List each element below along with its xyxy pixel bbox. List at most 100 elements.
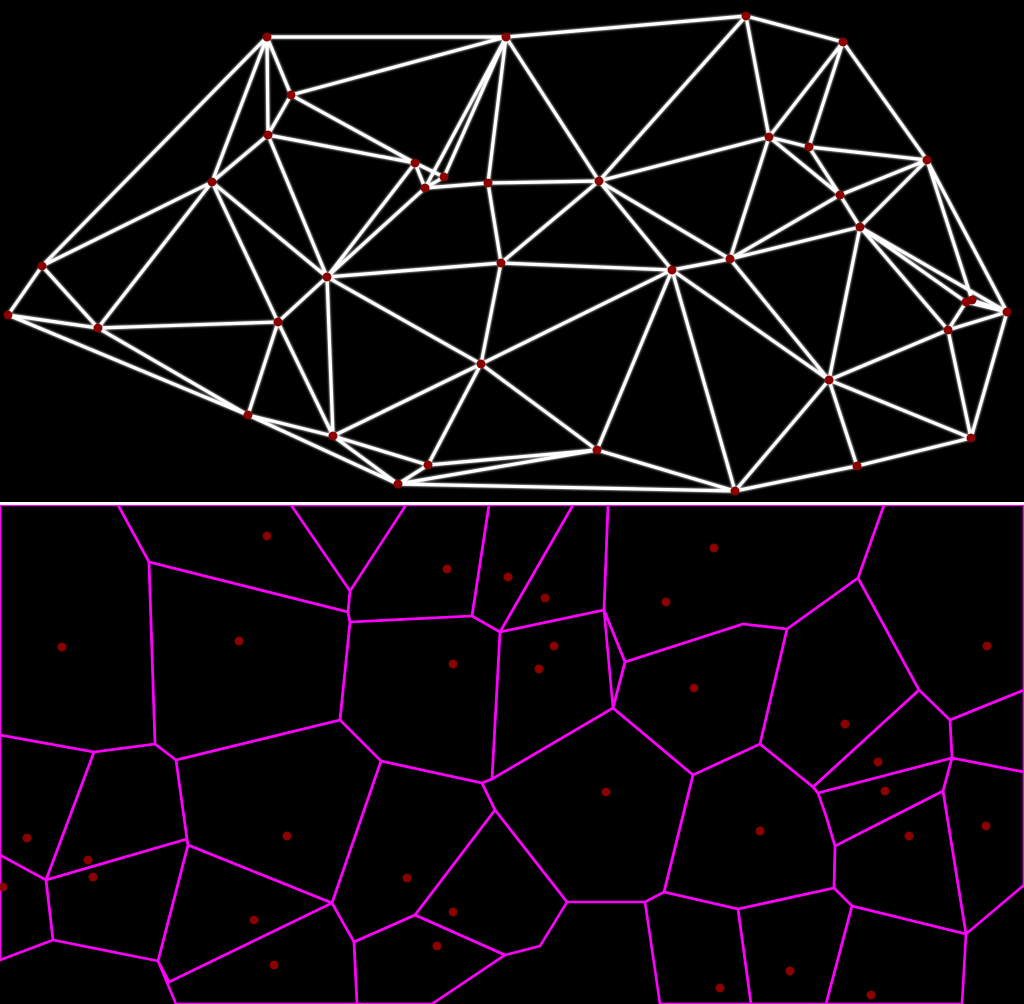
delaunay-edge [486,35,508,185]
voronoi-site [904,831,914,841]
delaunay-edge [40,35,269,268]
voronoi-site [282,831,292,841]
delaunay-edge [504,14,748,39]
delaunay-vertex [37,261,47,271]
voronoi-site [432,941,442,951]
delaunay-edge [595,268,674,452]
delaunay-vertex [328,431,338,441]
delaunay-edge [423,181,490,190]
delaunay-edge [325,261,503,279]
delaunay-triangulation-panel [3,11,1012,496]
voronoi-cell [147,560,352,762]
delaunay-edge [289,35,508,97]
delaunay-edge [266,133,329,279]
delaunay-edge [728,257,831,382]
delaunay-edge [426,448,599,467]
delaunay-edge [858,225,950,332]
delaunay-edge [767,135,811,149]
delaunay-edge [331,362,483,438]
delaunay-edge [728,193,842,261]
voronoi-site [262,531,272,541]
delaunay-edge [426,362,483,467]
voronoi-site [269,960,279,970]
delaunay-edge [210,180,329,279]
delaunay-vertex [835,190,845,200]
delaunay-edge [325,275,335,438]
voronoi-cell [602,608,627,710]
delaunay-edge [423,35,508,190]
delaunay-vertex [273,317,283,327]
delaunay-edge [838,193,862,229]
delaunay-vertex [483,178,493,188]
voronoi-cell [811,688,954,795]
delaunay-edge [479,261,503,366]
voronoi-cell [413,808,569,957]
delaunay-edge [265,35,270,137]
delaunay-edge [246,413,400,486]
delaunay-vertex [852,461,862,471]
delaunay-edge [670,257,732,272]
voronoi-site [715,983,725,993]
voronoi-site [0,882,8,892]
delaunay-edge [396,448,599,486]
delaunay-edge [442,35,508,179]
delaunay-edge [499,261,674,272]
delaunay-point-group [3,11,1012,496]
delaunay-vertex [243,410,253,420]
delaunay-edge [289,93,417,165]
delaunay-edge [325,161,417,279]
delaunay-edge [925,158,974,302]
voronoi-site [448,907,458,917]
delaunay-edge [597,179,674,272]
delaunay-vertex [592,445,602,455]
delaunay-vertex [207,177,217,187]
voronoi-cell [44,837,190,963]
delaunay-vertex [667,265,677,275]
voronoi-site [234,636,244,646]
delaunay-edge [96,326,250,417]
delaunay-vertex [496,258,506,268]
voronoi-cell [736,886,854,1004]
voronoi-cell [470,505,575,634]
voronoi-cell [0,505,157,754]
delaunay-vertex [1002,307,1012,317]
delaunay-vertex [93,323,103,333]
delaunay-edge [946,328,973,440]
delaunay-triangulation [3,11,1012,496]
delaunay-vertex [439,172,449,182]
voronoi-cell [0,853,55,962]
delaunay-edge [6,313,250,417]
delaunay-edge [6,264,44,317]
delaunay-edge [767,40,845,139]
delaunay-vertex [922,155,932,165]
delaunay-edge [855,436,973,468]
delaunay-edge [276,275,329,324]
voronoi-cell [758,576,921,789]
delaunay-edge [276,320,335,438]
voronoi-site [249,915,259,925]
delaunay-edge [733,378,831,493]
delaunay-edge [744,14,845,44]
voronoi-site [448,659,458,669]
delaunay-edge [96,320,280,330]
delaunay-edge [96,180,214,330]
delaunay-edge [325,275,483,366]
voronoi-cell [662,742,837,911]
delaunay-edge [413,161,446,179]
voronoi-cell [352,913,507,1004]
delaunay-vertex [730,486,740,496]
delaunay-edge [827,328,950,382]
voronoi-site [981,821,991,831]
delaunay-edge [733,464,859,493]
delaunay-edge [499,179,601,265]
delaunay-vertex [420,183,430,193]
voronoi-site [840,719,850,729]
delaunay-vertex [476,359,486,369]
delaunay-edge [827,378,859,468]
delaunay-edge [266,93,293,137]
delaunay-edge [396,482,737,493]
voronoi-site [540,593,550,603]
voronoi-cell [0,733,96,882]
voronoi-cell [174,718,383,905]
delaunay-edge [331,434,430,467]
